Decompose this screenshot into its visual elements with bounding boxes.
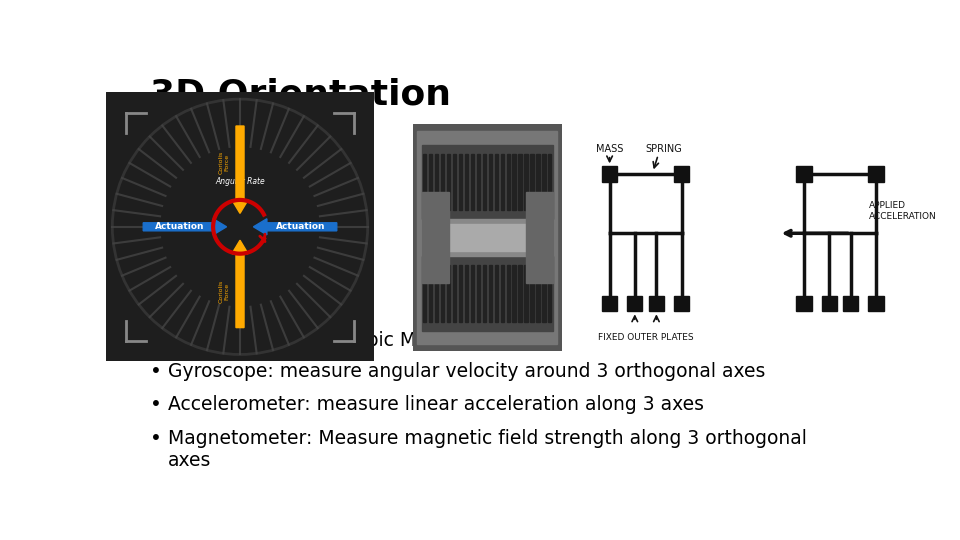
- Bar: [524, 265, 528, 321]
- Text: •: •: [150, 395, 161, 414]
- Text: FIXED OUTER PLATES: FIXED OUTER PLATES: [598, 333, 693, 342]
- Text: •: •: [150, 362, 161, 381]
- Bar: [447, 265, 450, 321]
- Text: 3D Orientation: 3D Orientation: [150, 77, 451, 111]
- Text: Coriolis
Force: Coriolis Force: [219, 151, 229, 174]
- FancyArrow shape: [253, 219, 337, 235]
- Bar: [526, 192, 553, 283]
- Bar: [530, 265, 534, 321]
- Bar: [421, 219, 553, 256]
- Bar: [518, 265, 521, 321]
- Bar: [441, 265, 444, 321]
- Bar: [470, 265, 474, 321]
- Bar: [447, 154, 450, 211]
- Bar: [421, 192, 448, 283]
- Bar: [542, 265, 545, 321]
- Bar: [429, 265, 432, 321]
- Bar: [421, 145, 553, 219]
- Bar: [518, 154, 521, 211]
- Bar: [649, 296, 664, 312]
- Bar: [602, 166, 617, 182]
- Bar: [494, 265, 498, 321]
- Text: APPLIED
ACCELERATION: APPLIED ACCELERATION: [869, 201, 937, 221]
- FancyArrow shape: [143, 219, 227, 235]
- Bar: [500, 154, 504, 211]
- Bar: [524, 154, 528, 211]
- Bar: [483, 154, 486, 211]
- Bar: [537, 265, 540, 321]
- Bar: [489, 154, 492, 211]
- Bar: [822, 296, 837, 312]
- Bar: [548, 265, 551, 321]
- Bar: [843, 296, 858, 312]
- Bar: [548, 154, 551, 211]
- Text: Coriolis
Force: Coriolis Force: [219, 280, 229, 303]
- Bar: [627, 296, 642, 312]
- Bar: [507, 265, 510, 321]
- Bar: [423, 265, 426, 321]
- Text: Gyroscope: measure angular velocity around 3 orthogonal axes: Gyroscope: measure angular velocity arou…: [168, 362, 766, 381]
- Bar: [797, 166, 811, 182]
- Bar: [483, 265, 486, 321]
- Text: SPRING: SPRING: [645, 144, 682, 154]
- Bar: [441, 154, 444, 211]
- Bar: [797, 296, 811, 312]
- Bar: [421, 256, 553, 330]
- Bar: [459, 154, 462, 211]
- Bar: [602, 296, 617, 312]
- Bar: [869, 296, 883, 312]
- FancyArrow shape: [232, 240, 248, 328]
- Bar: [435, 265, 439, 321]
- Bar: [477, 154, 480, 211]
- FancyArrow shape: [232, 126, 248, 213]
- Text: IMUs are now microscopic MEMS circuits: IMUs are now microscopic MEMS circuits: [150, 331, 529, 350]
- Bar: [513, 154, 516, 211]
- Bar: [869, 166, 883, 182]
- Bar: [470, 154, 474, 211]
- Text: Actuation: Actuation: [155, 222, 204, 231]
- Bar: [530, 154, 534, 211]
- Bar: [674, 296, 689, 312]
- Bar: [423, 154, 426, 211]
- Text: Accelerometer: measure linear acceleration along 3 axes: Accelerometer: measure linear accelerati…: [168, 395, 705, 414]
- Bar: [431, 224, 543, 251]
- Bar: [674, 166, 689, 182]
- Bar: [507, 154, 510, 211]
- Bar: [500, 265, 504, 321]
- Bar: [477, 265, 480, 321]
- Bar: [453, 154, 456, 211]
- Text: MASS: MASS: [596, 144, 623, 154]
- Bar: [465, 154, 468, 211]
- Text: •: •: [150, 429, 161, 448]
- Bar: [494, 154, 498, 211]
- Text: Angular Rate: Angular Rate: [215, 178, 265, 186]
- Bar: [489, 265, 492, 321]
- Text: Actuation: Actuation: [276, 222, 325, 231]
- Bar: [542, 154, 545, 211]
- Bar: [453, 265, 456, 321]
- Text: Magnetometer: Measure magnetic field strength along 3 orthogonal
axes: Magnetometer: Measure magnetic field str…: [168, 429, 807, 470]
- Bar: [435, 154, 439, 211]
- Bar: [465, 265, 468, 321]
- Bar: [459, 265, 462, 321]
- Bar: [429, 154, 432, 211]
- Bar: [513, 265, 516, 321]
- Bar: [537, 154, 540, 211]
